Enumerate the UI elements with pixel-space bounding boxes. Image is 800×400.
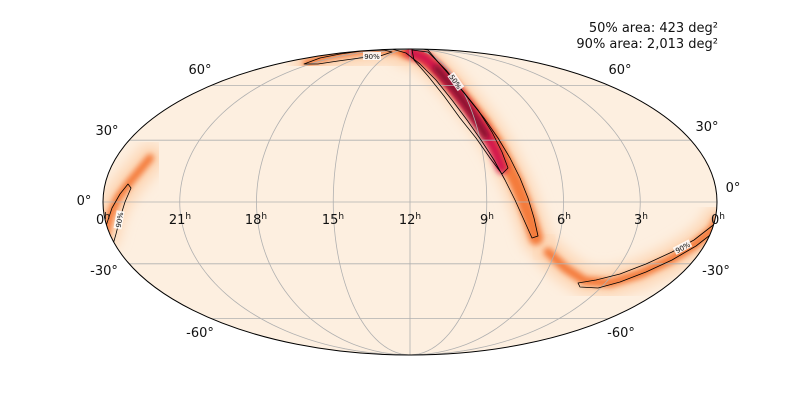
ra-tick-label: 0h bbox=[96, 212, 110, 228]
ra-gridline bbox=[179, 49, 411, 355]
dec-tick-label-left: 30° bbox=[95, 124, 118, 139]
ra-gridline bbox=[409, 49, 564, 355]
dec-tick-label-left: 60° bbox=[188, 63, 211, 78]
contour-90-left bbox=[103, 183, 132, 249]
ra-tick-label: 12h bbox=[399, 212, 421, 228]
ra-gridline bbox=[332, 49, 411, 355]
dec-tick-label-left: 0° bbox=[77, 194, 92, 209]
ra-tick-label: 9h bbox=[480, 212, 494, 228]
contour-50-label-bg bbox=[447, 71, 465, 92]
contour-90-top bbox=[303, 49, 393, 65]
contour-90-label-left: 90% bbox=[115, 211, 126, 228]
probability-peak bbox=[433, 65, 489, 139]
area-90-annotation: 90% area: 2,013 deg² bbox=[576, 37, 718, 52]
contour-90-label-top-group: 90% bbox=[363, 52, 381, 61]
contour-90-label-right-bg bbox=[672, 239, 693, 255]
area-50-annotation: 50% area: 423 deg² bbox=[589, 21, 718, 36]
sky-border bbox=[102, 48, 718, 356]
contour-90-label-top-bg bbox=[363, 52, 381, 60]
ra-tick-label: 0h bbox=[711, 212, 725, 228]
probability-band-left bbox=[103, 154, 154, 240]
dec-tick-label-right: -60° bbox=[607, 326, 635, 341]
ra-tick-label: 21h bbox=[169, 212, 191, 228]
dec-tick-label-right: -30° bbox=[702, 264, 730, 279]
ra-gridline bbox=[256, 49, 411, 355]
ra-tick-label: 15h bbox=[322, 212, 344, 228]
contour-90-label-left-bg bbox=[113, 210, 125, 230]
ra-tick-label: 18h bbox=[245, 212, 267, 228]
ra-tick-label: 3h bbox=[634, 212, 648, 228]
ra-tick-label: 6h bbox=[557, 212, 571, 228]
contour-90-label-top: 90% bbox=[364, 53, 380, 61]
dec-tick-label-right: 30° bbox=[695, 120, 718, 135]
axis-labels: 0h 21h 18h 15h 12h 9h 6h 3h 0h 60° 60° 30° 30° 0° 0° -3… bbox=[77, 63, 741, 341]
dec-tick-label-left: -30° bbox=[90, 264, 118, 279]
ra-gridline bbox=[409, 49, 641, 355]
contour-90-label-left-group: 90% bbox=[113, 210, 126, 230]
dec-tick-label-left: -60° bbox=[186, 326, 214, 341]
dec-tick-label-right: 60° bbox=[608, 63, 631, 78]
dec-tick-label-right: 0° bbox=[726, 181, 741, 196]
